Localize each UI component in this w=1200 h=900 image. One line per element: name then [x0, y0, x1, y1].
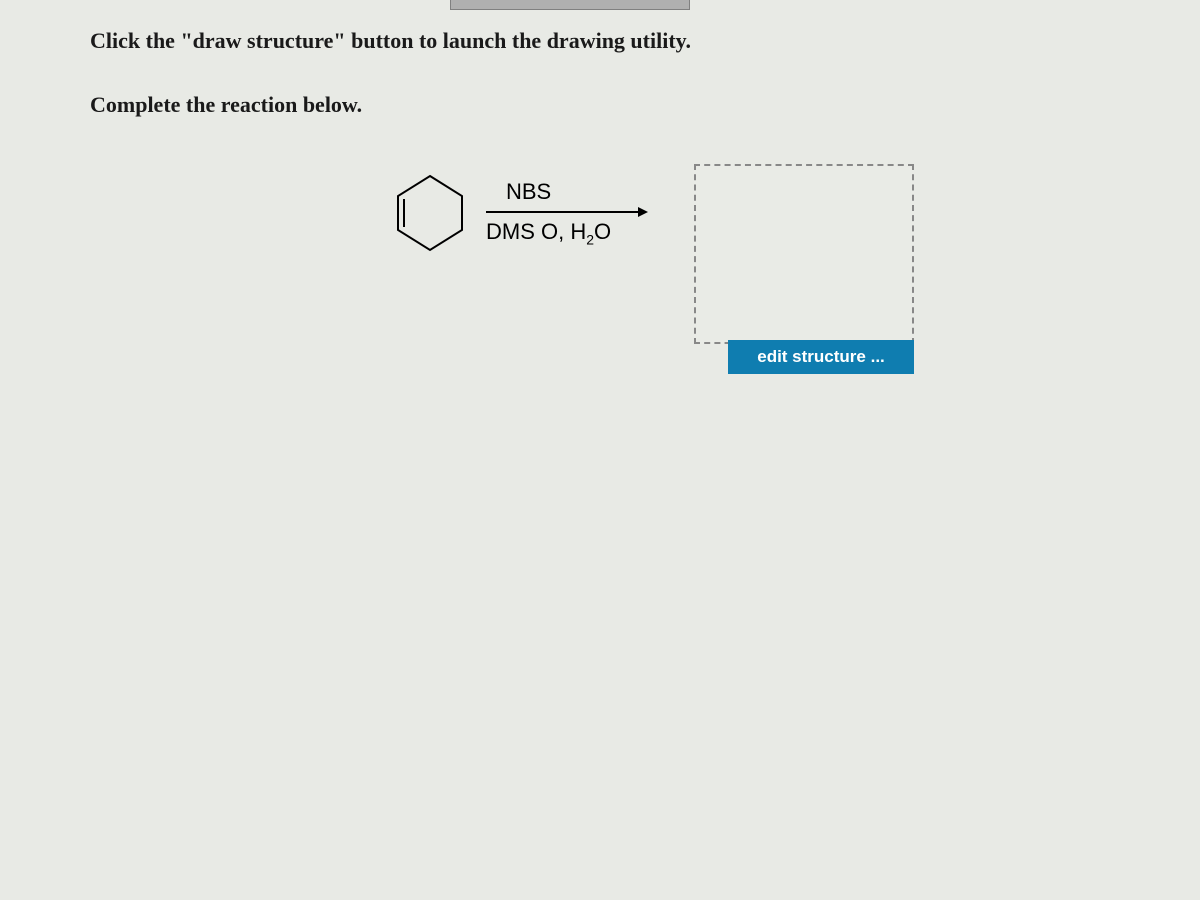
reagent-bottom-sub: 2: [586, 231, 594, 247]
reaction-arrow-group: NBS DMS O, H2O: [486, 179, 646, 247]
answer-box-container: edit structure ...: [694, 164, 914, 374]
instruction-line-1: Click the "draw structure" button to lau…: [90, 28, 1110, 54]
reaction-arrow: [486, 211, 646, 213]
toolbar-stub: [450, 0, 690, 10]
reagent-bottom-prefix: DMS O, H: [486, 219, 586, 244]
edit-structure-button[interactable]: edit structure ...: [728, 340, 914, 374]
reagent-bottom-suffix: O: [594, 219, 611, 244]
instruction-line-2: Complete the reaction below.: [90, 92, 1110, 118]
answer-draw-area[interactable]: [694, 164, 914, 344]
content-area: Click the "draw structure" button to lau…: [0, 0, 1200, 286]
reagent-top-label: NBS: [486, 179, 551, 205]
starting-material-structure: [390, 168, 470, 258]
reagent-bottom-label: DMS O, H2O: [486, 219, 611, 247]
